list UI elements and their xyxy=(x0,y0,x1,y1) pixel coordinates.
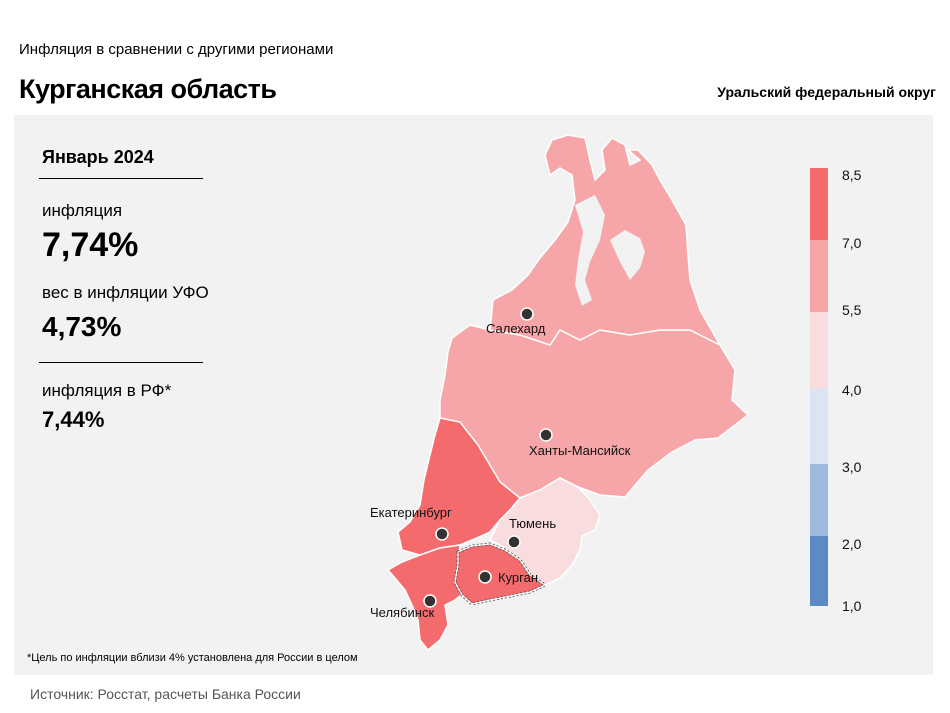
footnote: *Цель по инфляции вблизи 4% установлена … xyxy=(27,652,358,664)
district-label: Уральский федеральный округ xyxy=(717,84,936,100)
rf-inflation-value: 7,44% xyxy=(42,407,105,432)
legend-band-2 xyxy=(810,240,828,312)
legend-tick: 4,0 xyxy=(842,382,862,398)
legend-band-1 xyxy=(810,168,828,240)
source-note: Источник: Росстат, расчеты Банка России xyxy=(30,686,301,702)
gulf-ob xyxy=(575,195,605,306)
rf-inflation-label: инфляция в РФ* xyxy=(42,381,172,400)
legend-band-3 xyxy=(810,312,828,388)
city-marker-chelyabinsk xyxy=(423,594,437,608)
city-label-ekaterinburg: Екатеринбург xyxy=(370,505,452,520)
city-marker-ekaterinburg xyxy=(435,527,449,541)
page-title: Курганская область xyxy=(19,74,277,104)
legend-tick: 3,0 xyxy=(842,459,862,475)
city-marker-khanty xyxy=(539,428,553,442)
region-tyumen xyxy=(489,477,601,586)
city-label-kurgan: Курган xyxy=(498,570,538,585)
city-label-salekhard: Салехард xyxy=(486,321,546,336)
month-label: Январь 2024 xyxy=(42,147,154,167)
legend-tick: 8,5 xyxy=(842,167,862,183)
legend-tick: 7,0 xyxy=(842,235,862,251)
city-marker-salekhard xyxy=(520,307,534,321)
weight-value: 4,73% xyxy=(42,311,122,342)
city-label-khanty: Ханты-Мансийск xyxy=(529,443,631,458)
weight-label: вес в инфляции УФО xyxy=(42,283,209,302)
city-label-tyumen: Тюмень xyxy=(509,516,556,531)
city-label-chelyabinsk: Челябинск xyxy=(370,605,434,620)
divider-top xyxy=(39,178,203,179)
legend-band-5 xyxy=(810,464,828,536)
legend-tick: 1,0 xyxy=(842,598,862,614)
chart-subtitle: Инфляция в сравнении с другими регионами xyxy=(19,41,334,58)
legend-tick: 2,0 xyxy=(842,536,862,552)
city-marker-kurgan xyxy=(478,570,492,584)
region-kurgan-outline xyxy=(454,543,547,605)
legend-tick: 5,5 xyxy=(842,302,862,318)
gulf-taz xyxy=(610,230,645,280)
region-yamal xyxy=(489,134,722,347)
city-marker-tyumen xyxy=(507,535,521,549)
inflation-value: 7,74% xyxy=(42,226,139,264)
legend-band-4 xyxy=(810,388,828,464)
divider-bottom xyxy=(39,362,203,363)
legend-band-6 xyxy=(810,536,828,606)
inflation-label: инфляция xyxy=(42,201,123,220)
